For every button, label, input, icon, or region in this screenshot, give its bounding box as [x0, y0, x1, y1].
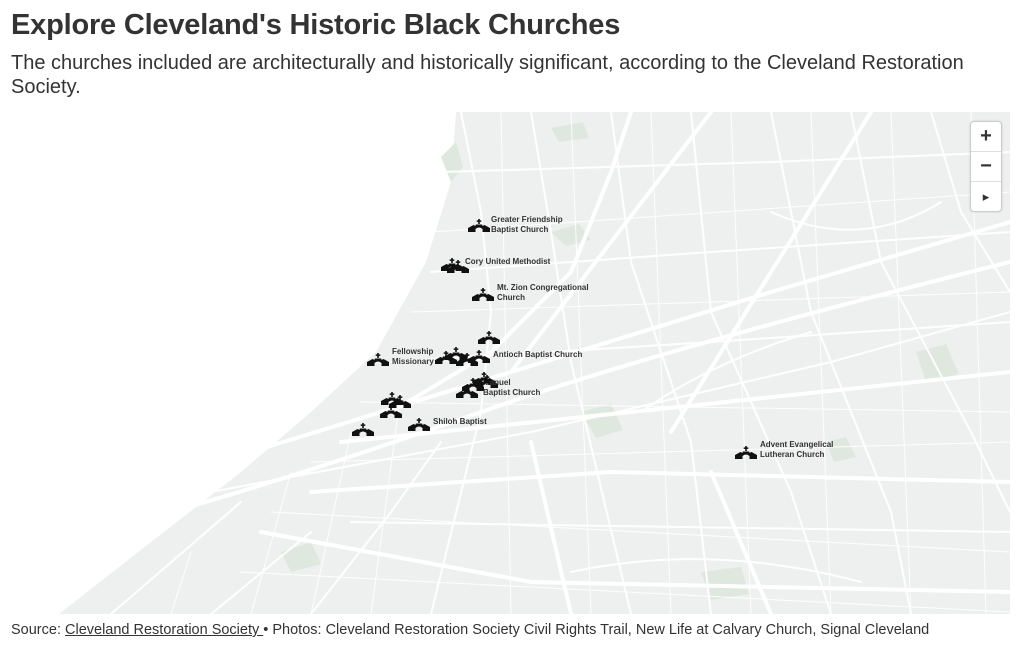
map-controls: + − ▸	[970, 121, 1002, 212]
label-advent: Advent Evangelical Lutheran Church	[760, 440, 836, 459]
source-suffix: • Photos: Cleveland Restoration Society …	[263, 622, 930, 638]
map-canvas[interactable]: Greater Friendship Baptist Church Cory U…	[11, 112, 1010, 614]
compass-icon: ▸	[982, 188, 990, 204]
road-network	[110, 112, 1010, 614]
label-antioch: Antioch Baptist Church	[493, 350, 582, 359]
label-fellowship: Fellowship Missionary	[392, 347, 436, 366]
source-link[interactable]: Cleveland Restoration Society	[65, 622, 264, 638]
page-title: Explore Cleveland's Historic Black Churc…	[11, 9, 621, 41]
zoom-out-button[interactable]: −	[971, 151, 1001, 181]
label-emmanuel: ...anuel Baptist Church	[483, 378, 540, 397]
page-subtitle: The churches included are architecturall…	[11, 52, 964, 98]
source-note: Source: Cleveland Restoration Society • …	[11, 622, 929, 638]
zoom-in-button[interactable]: +	[980, 125, 992, 147]
label-greater-friendship: Greater Friendship Baptist Church	[491, 215, 565, 234]
label-cory-united: Cory United Methodist	[465, 257, 551, 266]
label-mt-zion: Mt. Zion Congregational Church	[497, 283, 591, 302]
source-prefix: Source:	[11, 622, 65, 638]
label-shiloh: Shiloh Baptist	[433, 417, 487, 426]
church-labels: Greater Friendship Baptist Church Cory U…	[392, 215, 836, 459]
reset-north-button[interactable]: ▸	[971, 181, 1001, 211]
